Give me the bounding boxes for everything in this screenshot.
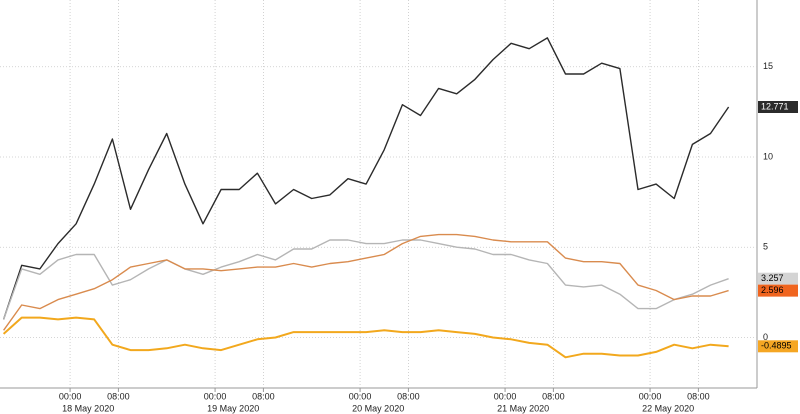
x-tick-label: 08:00: [252, 391, 275, 401]
series-line: [2, 316, 729, 359]
end-label-box: [758, 272, 798, 285]
y-tick-label: 0: [763, 332, 768, 342]
x-tick-label: 00:00: [349, 391, 372, 401]
date-label: 21 May 2020: [497, 403, 549, 413]
end-label: 2.596: [761, 285, 784, 295]
x-tick-label: 08:00: [397, 391, 420, 401]
y-tick-label: 10: [763, 151, 773, 161]
y-tick-label: 5: [763, 242, 768, 252]
x-tick-label: 08:00: [687, 391, 710, 401]
x-tick-label: 00:00: [639, 391, 662, 401]
end-label-box: [758, 284, 798, 297]
date-label: 18 May 2020: [62, 403, 114, 413]
y-tick-label: 15: [763, 61, 773, 71]
end-label-box: [758, 340, 798, 353]
end-label: 3.257: [761, 273, 784, 283]
series-line: [2, 37, 730, 320]
x-tick-label: 00:00: [494, 391, 517, 401]
date-label: 19 May 2020: [207, 403, 259, 413]
end-label: 12.771: [761, 101, 789, 111]
x-tick-label: 00:00: [204, 391, 227, 401]
date-label: 20 May 2020: [352, 403, 404, 413]
end-label: -0.4895: [761, 341, 792, 351]
date-label: 22 May 2020: [642, 403, 694, 413]
end-label-box: [758, 100, 798, 113]
series-line: [3, 233, 729, 331]
x-tick-label: 00:00: [59, 391, 82, 401]
x-tick-label: 08:00: [542, 391, 565, 401]
x-tick-label: 08:00: [107, 391, 130, 401]
series-line: [2, 239, 729, 320]
